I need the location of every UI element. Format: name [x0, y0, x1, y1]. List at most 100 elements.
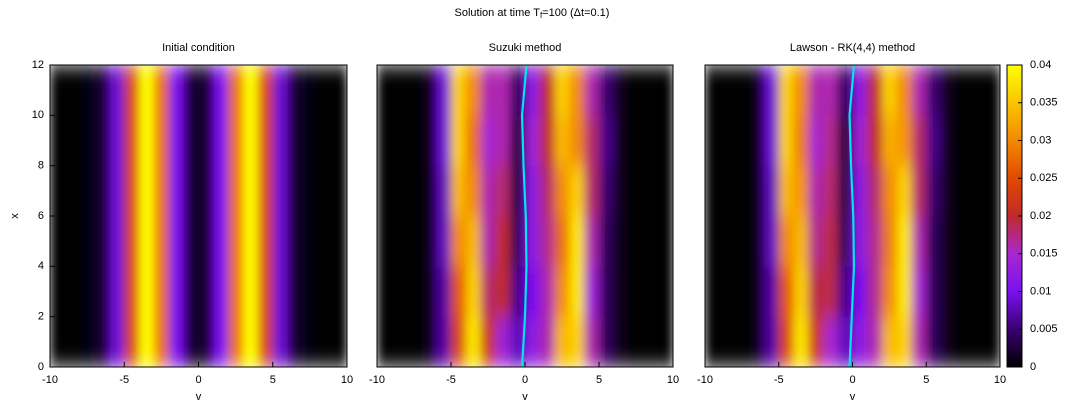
- heatmap-cell: [94, 65, 110, 367]
- heatmap-cell: [525, 266, 541, 318]
- x-axis-label: v: [850, 391, 856, 403]
- heatmap-cell: [569, 266, 585, 318]
- x-tick-label: 5: [270, 374, 276, 386]
- panel-title: Initial condition: [162, 42, 235, 54]
- colorbar-tick-label: 0.005: [1030, 323, 1058, 335]
- colorbar-tick-label: 0.02: [1030, 210, 1051, 222]
- y-tick-label: 6: [38, 210, 44, 222]
- heatmap-cell: [749, 266, 765, 318]
- heatmap-cell: [406, 165, 422, 217]
- heatmap-cell: [451, 115, 467, 167]
- heatmap-cell: [896, 115, 912, 167]
- x-tick-label: -10: [369, 374, 385, 386]
- heatmap-cell: [955, 65, 971, 116]
- heatmap-cell: [970, 316, 986, 367]
- heatmap-cell: [985, 316, 1000, 367]
- heatmap-cell: [554, 266, 570, 318]
- heatmap-cell: [823, 165, 839, 217]
- heatmap-cell: [734, 115, 750, 167]
- heatmap-cell: [955, 316, 971, 367]
- heatmap-cell: [764, 266, 780, 318]
- heatmap-cell: [554, 316, 570, 367]
- heatmap-cell: [926, 316, 942, 367]
- heatmap-cell: [406, 115, 422, 167]
- figure-title: Solution at time Tf=100 (Δt=0.1): [455, 7, 610, 20]
- heatmap-cell: [955, 165, 971, 217]
- heatmap-cell: [272, 65, 289, 367]
- heatmap-cell: [213, 65, 229, 367]
- heatmap-cell: [539, 316, 556, 367]
- heatmap: [705, 65, 1000, 367]
- heatmap-cell: [764, 65, 780, 116]
- x-tick-label: -5: [119, 374, 129, 386]
- heatmap-cell: [643, 115, 659, 167]
- heatmap-cell: [985, 165, 1000, 217]
- heatmap-cell: [599, 165, 615, 217]
- heatmap-cell: [495, 115, 511, 167]
- heatmap-cell: [970, 266, 986, 318]
- heatmap-cell: [109, 65, 125, 367]
- x-axis-label: v: [196, 391, 202, 403]
- heatmap-cell: [643, 316, 659, 367]
- heatmap-cell: [377, 165, 393, 217]
- heatmap-cell: [734, 165, 750, 217]
- heatmap-cell: [955, 216, 971, 267]
- heatmap-cell: [599, 316, 615, 367]
- heatmap-cell: [643, 65, 659, 116]
- heatmap-cell: [719, 316, 735, 367]
- heatmap-cell: [719, 165, 735, 217]
- heatmap-cell: [480, 316, 496, 367]
- heatmap-cell: [808, 115, 824, 167]
- heatmap-cell: [584, 216, 600, 267]
- heatmap-cell: [525, 115, 541, 167]
- heatmap-cell: [525, 316, 541, 367]
- heatmap: [377, 65, 673, 367]
- heatmap-cell: [495, 65, 511, 116]
- x-tick-label: -10: [42, 374, 58, 386]
- heatmap-cell: [793, 65, 809, 116]
- colorbar-tick-label: 0.03: [1030, 134, 1051, 146]
- heatmap-cell: [391, 65, 408, 116]
- heatmap-cell: [823, 316, 839, 367]
- heatmap-cell: [436, 165, 452, 217]
- y-tick-label: 4: [38, 260, 44, 272]
- heatmap-cell: [525, 65, 541, 116]
- heatmap-cell: [628, 65, 644, 116]
- heatmap-cell: [911, 65, 927, 116]
- heatmap-cell: [287, 65, 303, 367]
- heatmap-cell: [882, 316, 898, 367]
- heatmap-cell: [377, 216, 393, 267]
- heatmap-cell: [941, 216, 957, 267]
- heatmap-cell: [451, 65, 467, 116]
- heatmap-cell: [705, 216, 721, 267]
- heatmap-cells: [50, 65, 347, 367]
- panel-title: Suzuki method: [489, 42, 562, 54]
- heatmap-cell: [896, 266, 912, 318]
- heatmap-cell: [480, 65, 496, 116]
- heatmap-cell: [778, 65, 794, 116]
- heatmap-cell: [628, 216, 644, 267]
- heatmap-cell: [421, 266, 437, 318]
- heatmap-cell: [778, 216, 794, 267]
- heatmap-cell: [510, 65, 526, 116]
- heatmap-cell: [451, 216, 467, 267]
- y-tick-label: 12: [32, 59, 44, 71]
- colorbar-tick-label: 0.025: [1030, 172, 1058, 184]
- colorbar-tick-label: 0.04: [1030, 59, 1051, 71]
- heatmap-cell: [808, 165, 824, 217]
- heatmap-cells: [377, 65, 673, 367]
- heatmap-cell: [569, 115, 585, 167]
- heatmap-cell: [495, 216, 511, 267]
- heatmap-cell: [377, 316, 393, 367]
- heatmap-cell: [734, 216, 750, 267]
- heatmap-cell: [584, 65, 600, 116]
- heatmap-cell: [658, 266, 673, 318]
- heatmap-cell: [719, 216, 735, 267]
- x-tick-label: -10: [697, 374, 713, 386]
- panel-title: Lawson - RK(4,4) method: [790, 42, 915, 54]
- heatmap-cell: [658, 115, 673, 167]
- x-tick-label: 5: [596, 374, 602, 386]
- heatmap-cell: [510, 165, 526, 217]
- heatmap-cell: [525, 165, 541, 217]
- heatmap-cell: [793, 165, 809, 217]
